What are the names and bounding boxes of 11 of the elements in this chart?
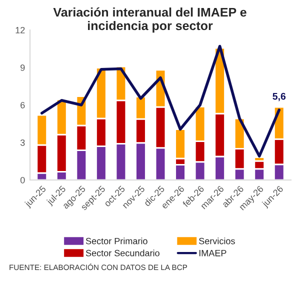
chart-title: Variación interanual del IMAEP e incidencia por sector [53,7,246,33]
legend-label: Servicios [199,238,235,244]
y-tick-label: 3 [20,139,25,146]
legend-label: Sector Primario [86,238,148,244]
y-tick-label: 12 [16,26,25,34]
y-tick-label: 6 [20,102,25,108]
annotation: 5,6 [272,92,286,102]
y-tick-label: 0 [20,176,25,184]
legend-label: Sector Secundario [86,250,160,256]
y-tick-label: 9 [20,64,25,71]
legend-label: IMAEP [199,250,226,256]
